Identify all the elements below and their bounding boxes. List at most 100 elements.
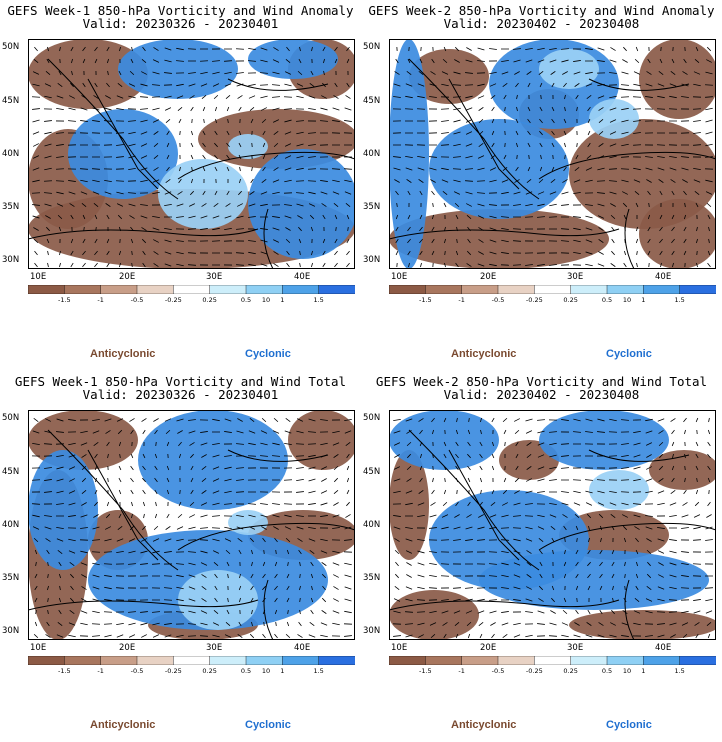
wind-arrow [272,71,280,75]
wind-arrow [621,71,629,75]
wind-arrow [695,489,699,495]
wind-arrow [201,598,207,602]
wind-arrow [669,574,677,578]
wind-arrow [573,71,581,75]
wind-arrow [419,58,423,64]
wind-arrow [70,214,74,220]
wind-arrow [214,190,218,196]
wind-arrow [284,503,292,505]
vorticity-field [28,39,355,269]
wind-arrow [633,466,641,470]
wind-arrow [405,108,413,110]
wind-arrow [236,467,244,469]
wind-arrow [430,502,436,506]
wind-arrow [273,167,279,171]
wind-arrow [575,154,579,160]
wind-arrow [262,142,266,148]
wind-arrow [308,526,316,530]
wind-arrow [657,611,665,613]
wind-arrow [166,465,170,471]
wind-arrow [621,119,629,123]
wind-arrow [320,515,328,517]
wind-arrow [260,430,268,434]
wind-arrow [516,94,518,100]
wind-arrow [200,431,208,433]
wind-arrow [274,609,278,615]
colorbar-tick-label: 0.25 [563,296,578,304]
wind-arrow [250,597,254,603]
wind-arrow [465,131,473,135]
wind-arrow [647,561,651,567]
wind-arrow [68,120,76,122]
wind-arrow [248,47,256,51]
wind-arrow [477,192,485,194]
wind-arrow [527,166,531,172]
colorbar-tick-label: -0.5 [491,667,505,675]
wind-arrow [694,501,700,507]
wind-arrow [212,550,220,554]
wind-arrow [562,179,568,183]
wind-arrow [573,191,581,195]
wind-arrow [430,179,436,183]
wind-arrow [465,526,473,530]
wind-arrow [513,538,521,542]
wind-arrow [633,454,641,458]
wind-arrow [477,610,485,614]
wind-arrow [299,262,301,268]
wind-arrow [296,131,304,135]
wind-arrow [332,120,340,122]
colorbar-segment [643,285,681,294]
wind-arrow [94,453,98,459]
wind-arrow [633,132,641,134]
wind-arrow [286,573,290,579]
wind-arrow [526,562,532,566]
wind-arrow [178,501,182,507]
wind-arrow [657,108,665,110]
wind-arrow [621,107,629,111]
wind-arrow [44,443,52,445]
colorbar-tick-label: 0.5 [240,667,252,675]
wind-arrow [189,501,195,507]
wind-arrow [129,418,135,422]
wind-arrow [611,561,615,567]
panel-week2-anomaly: GEFS Week-2 850-hPa Vorticity and Wind A… [361,0,722,371]
wind-arrow [322,238,326,244]
wind-arrow [647,58,651,64]
wind-arrow [467,238,471,244]
wind-arrow [621,467,629,469]
wind-arrow [224,83,232,87]
wind-arrow [646,454,652,458]
wind-arrow [636,561,638,567]
wind-arrow [549,502,557,506]
wind-arrow [576,142,578,148]
wind-arrow [537,59,545,63]
wind-arrow [92,526,100,530]
wind-arrow [200,610,208,614]
wind-arrow [478,251,484,255]
wind-arrow [58,70,62,76]
wind-arrow [549,47,557,51]
wind-arrow [550,526,556,530]
wind-arrow [116,180,124,182]
wind-arrow [552,549,554,555]
wind-arrow [539,118,543,124]
wind-arrow [333,598,339,602]
wind-arrow [657,95,665,99]
colorbar-segment [679,285,716,294]
wind-arrow [104,623,112,625]
wind-arrow [334,58,338,64]
wind-arrow [585,204,593,206]
wind-arrow [478,239,484,243]
wind-arrow [660,262,662,268]
wind-arrow [431,226,435,232]
wind-arrow [695,202,699,208]
wind-arrow [152,563,160,565]
wind-arrow [68,454,76,458]
wind-arrow [212,478,220,482]
wind-arrow [671,477,675,483]
wind-arrow [695,465,699,471]
vorticity-map [389,39,716,269]
wind-arrow [647,214,651,220]
anticyclonic-region [28,39,148,109]
wind-arrow [119,46,121,52]
